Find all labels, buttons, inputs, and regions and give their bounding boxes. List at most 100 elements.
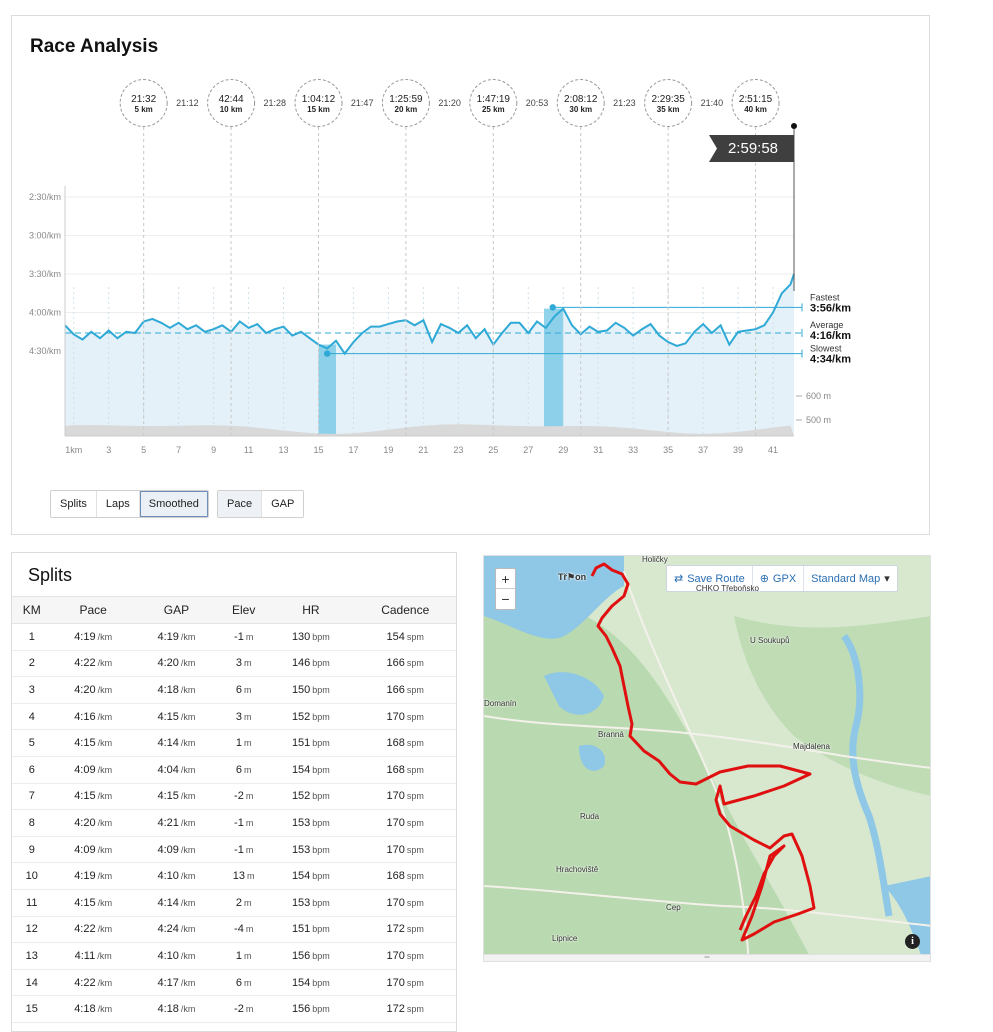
milestone-time: 2:08:12 [564,94,598,105]
milestone-circle [644,79,693,127]
elev-tick-label: 500 m [806,415,831,425]
download-icon: ⊕ [759,573,769,585]
view-toggle-group: Splits Laps Smoothed [50,490,209,518]
hr-cell: 146 bpm [269,650,353,678]
table-row: 13 4:11/km 4:10/km 1 m 156 bpm 170 spm [12,942,456,970]
zoom-control: + − [495,568,516,610]
finish-time-flag [709,135,794,162]
elev-cell: -1 m [218,836,270,864]
cadence-cell: 170 spm [352,889,456,917]
place-label: Holičky [642,555,668,564]
table-row: 12 4:22/km 4:24/km -4 m 151 bpm 172 spm [12,916,456,944]
save-route-button[interactable]: ⇄ Save Route [667,566,753,591]
stat-label: Fastest [810,292,840,302]
y-tick-label: 3:30/km [29,269,61,279]
x-tick-label: 31 [593,445,603,455]
place-label: Domanín [484,699,517,708]
gpx-download-button[interactable]: ⊕ GPX [753,566,805,591]
km-cell: 15 [12,995,52,1023]
milestone-circle [381,79,430,127]
map-type-select[interactable]: Standard Map ▾ [804,566,897,591]
table-row: 15 4:18/km 4:18/km -2 m 156 bpm 172 spm [12,995,456,1023]
cadence-cell: 170 spm [352,809,456,837]
km-cell: 13 [12,942,52,970]
x-tick-label: 19 [383,445,393,455]
splits-view-button[interactable]: Splits [51,491,97,517]
table-row: 7 4:15/km 4:15/km -2 m 152 bpm 170 spm [12,783,456,811]
cadence-cell: 170 spm [352,942,456,970]
segment-time: 21:12 [176,98,199,108]
elev-cell: -2 m [218,783,270,811]
km-cell: 6 [12,756,52,784]
hr-cell: 152 bpm [269,783,353,811]
route-map[interactable]: + − ⇄ Save Route ⊕ GPX Standard Map ▾ Tř… [483,555,931,962]
gap-cell: 4:10/km [134,942,219,970]
milestone-distance: 25 km [482,105,505,114]
zoom-out-button[interactable]: − [501,591,510,607]
x-tick-label: 11 [244,445,253,455]
x-tick-label: 35 [663,445,673,455]
hr-column-header[interactable]: HR [269,596,353,624]
cadence-cell: 166 spm [352,676,456,704]
pace-chart[interactable]: 2:30/km 3:00/km 3:30/km 4:00/km 4:30/km Faste… [12,16,931,481]
pace-cell: 4:19/km [51,862,135,890]
hr-cell: 154 bpm [269,969,353,997]
stat-value: 4:34/km [810,354,851,366]
x-tick-label: 33 [628,445,638,455]
slowest-km-band [318,344,336,436]
pace-cell: 4:15/km [51,729,135,757]
km-column-header[interactable]: KM [12,596,52,624]
pace-cell: 4:20/km [51,809,135,837]
milestone-time: 42:44 [219,94,244,105]
gap-cell: 4:18/km [134,676,219,704]
km-cell: 7 [12,783,52,811]
elevation-profile [65,424,794,436]
map-toolbar: ⇄ Save Route ⊕ GPX Standard Map ▾ [666,565,898,592]
gap-cell: 4:24/km [134,916,219,944]
pace-column-header[interactable]: Pace [51,596,135,624]
cadence-column-header[interactable]: Cadence [352,596,456,624]
cadence-cell: 170 spm [352,836,456,864]
pace-area [65,274,794,436]
map-canvas[interactable] [484,556,931,962]
place-label: Cep [666,903,681,912]
x-tick-label: 9 [211,445,216,455]
hr-cell: 156 bpm [269,942,353,970]
y-tick-label: 4:30/km [29,346,61,356]
elev-cell: 13 m [218,862,270,890]
km-cell: 14 [12,969,52,997]
segment-time: 20:53 [526,98,549,108]
race-analysis-title: Race Analysis [30,36,159,57]
cadence-cell: 170 spm [352,969,456,997]
splits-card: Splits KM Pace GAP Elev HR Cadence 1 4:19… [11,552,457,1032]
x-tick-label: 13 [279,445,289,455]
hr-cell: 153 bpm [269,836,353,864]
gap-cell: 4:18/km [134,995,219,1023]
x-tick-label: 7 [176,445,181,455]
pace-cell: 4:11/km [51,942,135,970]
km-cell: 4 [12,703,52,731]
km-cell: 10 [12,862,52,890]
table-row: 3 4:20/km 4:18/km 6 m 150 bpm 166 spm [12,676,456,704]
gap-column-header[interactable]: GAP [134,596,219,624]
elev-column-header[interactable]: Elev [218,596,270,624]
gap-cell: 4:15/km [134,783,219,811]
gap-metric-button[interactable]: GAP [262,491,304,517]
info-icon[interactable]: i [905,934,920,949]
chevron-down-icon: ▾ [884,573,890,585]
zoom-in-button[interactable]: + [496,569,515,589]
milestone-distance: 10 km [220,105,243,114]
laps-view-button[interactable]: Laps [96,491,140,517]
smoothed-view-button[interactable]: Smoothed [139,491,208,517]
km-cell: 5 [12,729,52,757]
x-tick-label: 17 [348,445,358,455]
pace-cell: 4:20/km [51,676,135,704]
road [484,885,930,927]
pace-metric-button[interactable]: Pace [218,491,263,517]
cadence-cell: 170 spm [352,703,456,731]
map-resize-handle[interactable]: ═ [483,954,931,962]
splits-header-row: KM Pace GAP Elev HR Cadence [12,596,456,624]
table-row: 6 4:09/km 4:04/km 6 m 154 bpm 168 spm [12,756,456,784]
